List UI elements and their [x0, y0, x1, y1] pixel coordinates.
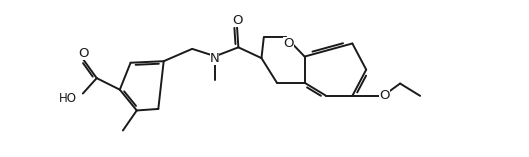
Text: O: O	[232, 14, 243, 27]
Text: O: O	[283, 37, 294, 50]
Text: N: N	[209, 52, 220, 65]
Text: HO: HO	[59, 92, 77, 105]
Text: O: O	[379, 89, 390, 102]
Text: O: O	[78, 47, 89, 60]
